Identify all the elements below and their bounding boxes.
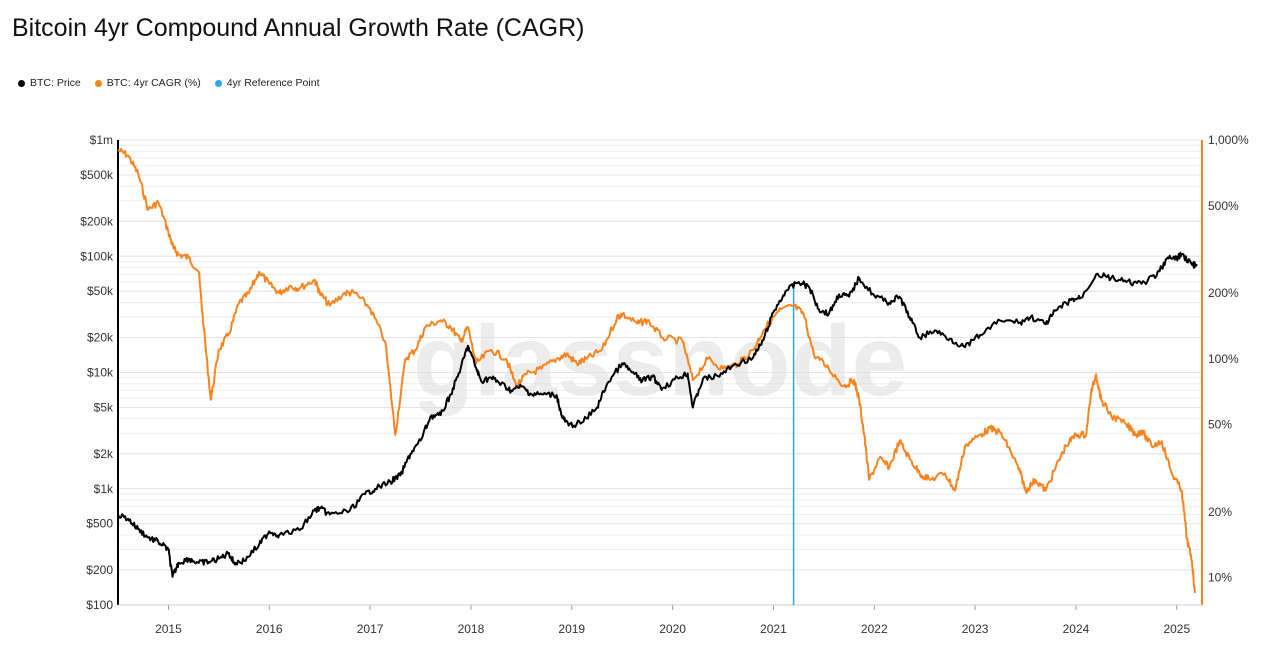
x-tick-label: 2017	[357, 622, 384, 636]
grid-lines	[118, 139, 1202, 606]
right-tick-label: 50%	[1208, 418, 1232, 432]
cagr-series-line	[117, 148, 1196, 594]
right-tick-label: 20%	[1208, 505, 1232, 519]
legend-dot-price	[18, 79, 25, 87]
left-tick-label: $500	[86, 517, 113, 531]
right-tick-label: 500%	[1208, 199, 1239, 213]
x-tick-label: 2018	[458, 622, 485, 636]
series-group	[117, 148, 1198, 605]
left-tick-label: $200k	[80, 214, 114, 228]
x-tick-label: 2021	[760, 622, 787, 636]
legend-label-price: BTC: Price	[30, 77, 81, 89]
legend-label-reference: 4yr Reference Point	[226, 77, 320, 89]
left-tick-label: $100	[86, 598, 113, 612]
right-tick-label: 200%	[1208, 286, 1239, 300]
watermark: glassnode	[413, 305, 908, 417]
x-tick-label: 2020	[659, 622, 686, 636]
right-tick-label: 10%	[1208, 571, 1232, 585]
legend-item-price[interactable]: BTC: Price	[18, 77, 81, 89]
left-tick-label: $10k	[87, 366, 114, 380]
x-tick-label: 2022	[861, 622, 888, 636]
legend: BTC: Price BTC: 4yr CAGR (%) 4yr Referen…	[18, 77, 320, 89]
legend-dot-cagr	[94, 79, 102, 87]
x-tick-label: 2025	[1163, 622, 1190, 636]
axes: $1m $500k $200k $100k $50k $20k $10k $5k $2k $1k $…	[80, 133, 1249, 636]
x-tick-label: 2015	[155, 622, 182, 636]
right-tick-label: 1,000%	[1208, 133, 1249, 147]
price-series-line	[117, 251, 1198, 578]
x-tick-label: 2016	[256, 622, 283, 636]
left-tick-label: $20k	[87, 331, 114, 345]
x-tick-label: 2019	[558, 622, 585, 636]
x-tick-label: 2023	[962, 622, 989, 636]
right-tick-label: 100%	[1208, 352, 1239, 366]
left-tick-label: $1m	[90, 133, 113, 147]
chart-title: Bitcoin 4yr Compound Annual Growth Rate …	[12, 14, 585, 42]
legend-dot-reference	[214, 79, 222, 87]
left-tick-label: $5k	[94, 400, 114, 414]
legend-label-cagr: BTC: 4yr CAGR (%)	[106, 77, 201, 89]
left-tick-label: $200	[86, 563, 113, 577]
legend-item-cagr[interactable]: BTC: 4yr CAGR (%)	[94, 77, 201, 89]
left-tick-label: $500k	[80, 168, 114, 182]
left-tick-label: $1k	[94, 482, 114, 496]
left-tick-label: $100k	[80, 249, 114, 263]
left-tick-label: $50k	[87, 284, 114, 298]
legend-item-reference[interactable]: 4yr Reference Point	[214, 77, 320, 89]
x-tick-label: 2024	[1063, 622, 1090, 636]
left-tick-label: $2k	[94, 447, 114, 461]
